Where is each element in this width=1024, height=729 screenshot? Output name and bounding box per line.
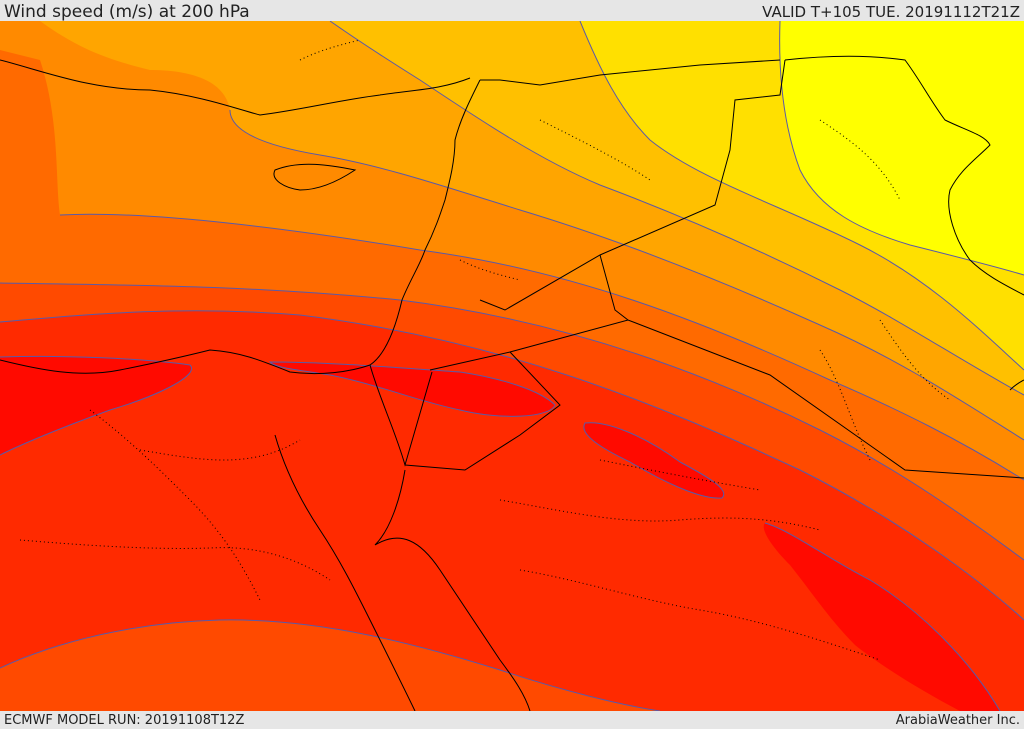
core-central — [270, 362, 555, 417]
band-bottom-red-orange — [0, 619, 660, 711]
wind-speed-bands — [0, 21, 1024, 711]
wind-speed-map[interactable] — [0, 21, 1024, 711]
map-canvas — [0, 21, 1024, 711]
map-title: Wind speed (m/s) at 200 hPa — [4, 2, 250, 22]
contour-lines — [0, 21, 1024, 711]
coastlines-borders — [0, 55, 1024, 711]
band-yellow — [779, 21, 1024, 275]
dotted-boundaries — [19, 39, 951, 661]
credit-text: ArabiaWeather Inc. — [895, 713, 1020, 728]
header-bar: Wind speed (m/s) at 200 hPa VALID T+105 … — [0, 0, 1024, 21]
model-run: ECMWF MODEL RUN: 20191108T12Z — [4, 713, 245, 728]
core-southeast — [763, 523, 1000, 711]
valid-time: VALID T+105 TUE. 20191112T21Z — [762, 3, 1020, 21]
core-east — [583, 422, 724, 499]
core-west — [0, 356, 192, 455]
footer-bar: ECMWF MODEL RUN: 20191108T12Z ArabiaWeat… — [0, 711, 1024, 729]
